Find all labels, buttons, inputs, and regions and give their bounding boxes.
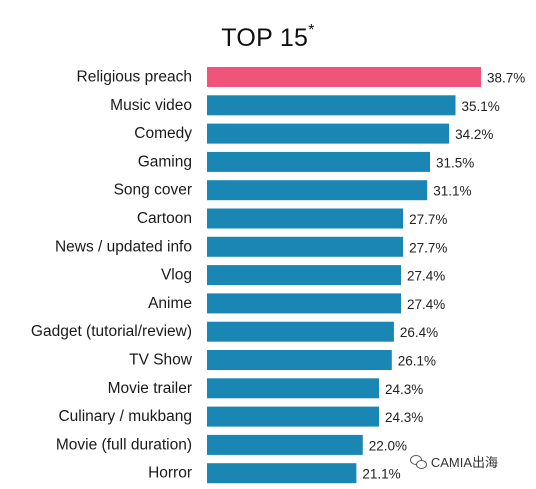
value-label: 27.4% (407, 297, 445, 312)
bar (207, 406, 380, 427)
category-label: Anime (148, 295, 192, 312)
category-label: Movie (full duration) (56, 436, 192, 453)
value-label: 27.7% (409, 212, 447, 227)
wechat-icon (409, 454, 427, 469)
bar (207, 293, 401, 314)
bar (207, 95, 456, 116)
category-label: TV Show (129, 352, 193, 369)
bar (207, 180, 428, 201)
chart-title-asterisk: * (308, 22, 315, 39)
category-label: Song cover (114, 182, 192, 199)
category-label: Culinary / mukbang (58, 408, 192, 425)
value-label: 26.4% (400, 325, 438, 340)
value-label: 27.4% (407, 269, 445, 284)
bar (207, 67, 481, 87)
value-label: 38.7% (487, 71, 525, 86)
watermark: CAMIA出海 (409, 452, 498, 471)
chart-title: TOP 15* (0, 22, 536, 53)
value-label: 26.1% (398, 354, 436, 369)
value-label: 22.0% (369, 438, 407, 453)
value-label: 34.2% (455, 127, 493, 142)
bar (207, 434, 363, 455)
category-label: Music video (110, 97, 192, 114)
value-label: 31.1% (433, 184, 471, 199)
category-label: Gaming (138, 153, 192, 170)
bar (207, 236, 404, 257)
bar (207, 378, 380, 399)
value-label: 35.1% (462, 99, 500, 114)
bar (207, 123, 450, 144)
category-label: Movie trailer (108, 380, 192, 397)
category-label: Horror (148, 465, 192, 482)
bar (207, 463, 357, 484)
value-label: 24.3% (385, 382, 423, 397)
category-label: News / updated info (55, 238, 192, 255)
value-label: 31.5% (436, 155, 474, 170)
value-label: 27.7% (409, 240, 447, 255)
value-label: 24.3% (385, 410, 423, 425)
watermark-text: CAMIA出海 (430, 455, 498, 470)
chart-title-text: TOP 15 (221, 24, 309, 52)
category-label: Comedy (134, 125, 192, 142)
bar (207, 265, 401, 286)
category-label: Gadget (tutorial/review) (31, 323, 192, 340)
category-label: Cartoon (137, 210, 192, 227)
bar (207, 321, 394, 342)
value-label: 21.1% (362, 467, 400, 482)
category-label: Religious preach (77, 69, 192, 86)
bar (207, 151, 431, 172)
bar (207, 208, 404, 229)
bar (207, 350, 392, 370)
category-label: Vlog (161, 267, 192, 284)
